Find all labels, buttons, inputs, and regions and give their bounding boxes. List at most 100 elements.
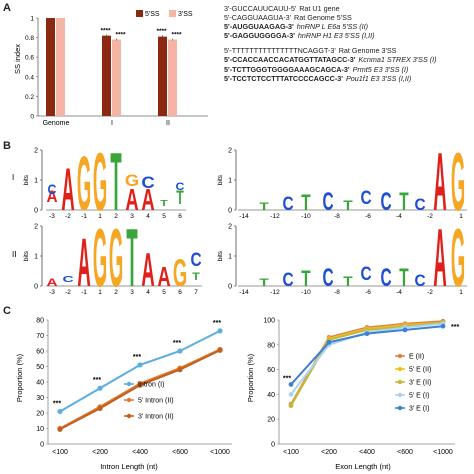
line-category-label: <100 xyxy=(52,449,68,456)
logo-position-label: 1 xyxy=(98,213,102,220)
logo-letter-a: A xyxy=(77,223,90,301)
logo-position-label: -12 xyxy=(270,289,280,296)
exon-chart-xlabel: Exon Length (nt) xyxy=(335,462,391,471)
logo-letter-c: C xyxy=(48,181,57,197)
logo-ylabel: bits xyxy=(217,174,224,185)
legend-label-3ss: 3'SS xyxy=(178,11,193,18)
logo-letter-g: G xyxy=(93,211,107,302)
series-point xyxy=(177,367,183,373)
series-point xyxy=(288,403,294,408)
sequence-logos: I II 0 1 2 bits -3 -2 -1 1 2 3 4 5 6 0 1 2 bits -3 -2 -1 1 2 3… xyxy=(12,142,467,302)
bar-y-tick-label: 0 xyxy=(30,114,34,121)
logo-y-tick-label: 0 xyxy=(34,208,38,215)
bar-y-tick-label: 0.4 xyxy=(25,74,34,81)
logo-position-label: -8 xyxy=(334,213,340,220)
series-point xyxy=(97,405,103,411)
logo-position-label: 3 xyxy=(130,289,134,296)
line-category-label: <1000 xyxy=(210,449,230,456)
logo-letter-g: G xyxy=(109,211,123,302)
logo-y-tick-label: 2 xyxy=(34,224,38,231)
sequence-row: 5'-CAGGUAAGUA-3' Rat Genome 5'SS xyxy=(224,13,472,22)
legend-label: 3' E (I) xyxy=(409,406,429,413)
legend-marker xyxy=(397,405,403,411)
logo-position-label: -14 xyxy=(239,289,249,296)
logo-letter-c: C xyxy=(322,264,333,292)
series-point xyxy=(288,392,294,397)
sequence-text: 5'-TTTTTTTTTTTTTTTNCAGGT-3' xyxy=(224,46,336,56)
line-category-label: <400 xyxy=(132,449,148,456)
bar-chart-ylabel: SS index xyxy=(13,44,22,74)
bar-i-3ss xyxy=(112,39,121,117)
panel-label-c: C xyxy=(3,305,11,317)
bar-category-label: Genome xyxy=(43,120,70,127)
significance-stars: **** xyxy=(100,28,111,35)
logo-position-label: 3 xyxy=(130,213,134,220)
line-y-tick-label: 40 xyxy=(267,392,275,399)
logo-ylabel: bits xyxy=(23,174,30,185)
logo-position-label: -6 xyxy=(365,213,371,220)
sequence-text: 5'-TCTTGGGTGGGGAAAGCAGCA-3' xyxy=(224,64,350,74)
series-point xyxy=(402,327,408,333)
sequence-label: Kcnma1 STREX 3'SS (I) xyxy=(358,55,437,65)
legend-swatch-5ss xyxy=(136,10,143,17)
line-y-tick-label: 20 xyxy=(267,417,275,424)
legend-label: 3' E (II) xyxy=(409,380,431,387)
legend-label: 5' Intron (II) xyxy=(138,398,174,405)
bar-y-tick-label: 0.2 xyxy=(25,94,34,101)
bar-genome-5ss xyxy=(46,18,55,116)
logo-letter-t: T xyxy=(176,187,184,208)
logo-letter-c: C xyxy=(380,264,391,292)
series-point xyxy=(364,331,370,337)
significance-stars: *** xyxy=(93,377,101,384)
logo-y-tick-label: 2 xyxy=(34,148,38,155)
sequence-text: 5'-TCCTCTCCTTTATCCCCAGCC-3' xyxy=(224,73,343,83)
sequence-text: 5'-CCACCAACCACATGGTTATAGCC-3' xyxy=(224,55,356,65)
bar-y-tick-label: 0.6 xyxy=(25,55,34,62)
logo-position-label: -4 xyxy=(396,289,402,296)
legend-marker xyxy=(126,397,132,403)
logo-position-label: -2 xyxy=(427,213,433,220)
sequence-row: 3'-GUCCAUUCAUU-5' Rat U1 gene xyxy=(224,4,472,13)
logo-letter-t: T xyxy=(110,142,121,228)
logo-letter-c: C xyxy=(380,188,391,216)
significance-stars: **** xyxy=(156,28,167,35)
bar-y-tick-label: 1 xyxy=(30,16,34,23)
line-y-tick-label: 0 xyxy=(271,442,275,449)
series-point xyxy=(440,323,446,329)
logo-position-label: 1 xyxy=(459,289,463,296)
sequence-label: Prmt5 E3 3'SS (I) xyxy=(352,64,409,74)
logo-position-label: -2 xyxy=(65,289,71,296)
logo-position-label: 6 xyxy=(178,289,182,296)
line-y-tick-label: 0 xyxy=(40,442,44,449)
logo-letter-c: C xyxy=(282,192,293,214)
bar-legend: 5'SS 3'SS xyxy=(136,10,193,18)
logo-letter-a: A xyxy=(433,142,446,228)
logo-y-tick-label: 0 xyxy=(228,208,232,215)
legend-label: 3' Intron (II) xyxy=(138,414,174,421)
line-y-tick-label: 100 xyxy=(263,318,275,325)
line-category-label: <200 xyxy=(321,449,337,456)
logo-position-label: -10 xyxy=(301,213,311,220)
line-category-label: <1000 xyxy=(433,449,453,456)
logo-letter-a: A xyxy=(61,155,74,224)
series-point xyxy=(137,362,143,368)
sequence-text: 5'-AUGGUAAGAG-3' xyxy=(224,22,294,32)
bar-chart-ss-index: SS index 00.20.40.60.81 Genome I II*******… xyxy=(13,10,208,127)
logo-position-label: -14 xyxy=(239,213,249,220)
sequence-text: 5'-GAGGUGGGGA-3' xyxy=(224,31,295,41)
sequence-label: Rat U1 gene xyxy=(299,4,340,13)
logo-letter-g: G xyxy=(125,171,139,190)
logo-row-label-I: I xyxy=(12,173,14,182)
line-y-tick-label: 50 xyxy=(36,364,44,371)
logo-y-tick-label: 1 xyxy=(228,254,232,261)
sequence-row: 5'-CCACCAACCACATGGTTATAGCC-3' Kcnma1 STRE… xyxy=(224,55,472,64)
legend-marker xyxy=(397,379,403,385)
line-y-tick-label: 70 xyxy=(36,333,44,340)
line-category-label: <200 xyxy=(92,449,108,456)
logo-position-label: 1 xyxy=(459,213,463,220)
line-y-tick-label: 60 xyxy=(267,367,275,374)
logo-y-tick-label: 2 xyxy=(228,148,232,155)
intron-length-chart: Proportion (%) Intron Length (nt) 0 10 20 3… xyxy=(15,318,232,471)
series-point xyxy=(217,328,223,334)
logo-position-label: 4 xyxy=(146,289,150,296)
